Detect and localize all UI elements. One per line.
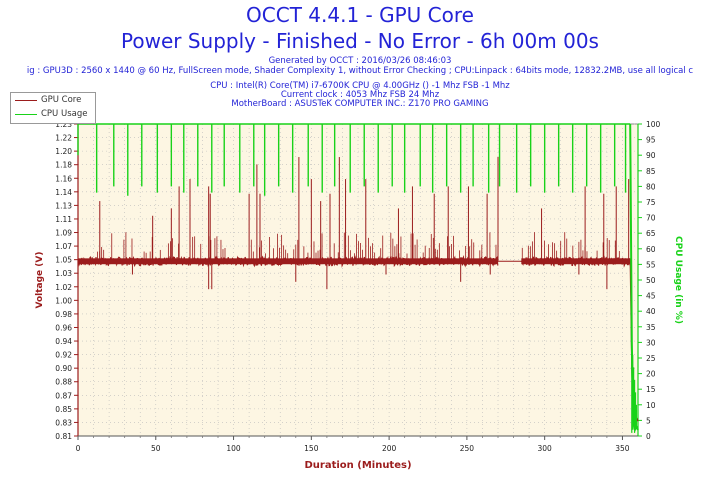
clock-info: Current clock : 4053 Mhz FSB 24 Mhz xyxy=(280,90,440,100)
legend-item-gpu-core: GPU Core xyxy=(11,93,95,107)
left-axis-tick-label: 1.03 xyxy=(55,269,72,278)
left-axis-tick-label: 0.94 xyxy=(55,337,72,346)
left-axis-tick-label: 1.11 xyxy=(55,215,72,224)
right-axis-tick-label: 30 xyxy=(646,338,656,347)
left-axis-tick-label: 0.81 xyxy=(55,432,72,441)
legend-swatch-cpu-usage xyxy=(15,114,37,115)
right-axis-tick-label: 60 xyxy=(646,245,656,254)
left-axis-tick-label: 1.23 xyxy=(55,120,72,129)
left-axis-tick-label: 1.14 xyxy=(55,188,72,197)
right-axis-tick-label: 10 xyxy=(646,401,656,410)
right-axis-tick-label: 20 xyxy=(646,370,656,379)
left-axis-title: Voltage (V) xyxy=(35,252,45,309)
chart-legend: GPU Core CPU Usage xyxy=(10,92,96,124)
generated-info: Generated by OCCT : 2016/03/26 08:46:03 xyxy=(268,56,452,66)
right-axis-tick-label: 80 xyxy=(646,182,656,191)
legend-label-cpu-usage: CPU Usage xyxy=(41,109,88,119)
left-axis-tick-label: 0.83 xyxy=(55,418,72,427)
chart-subtitle: Power Supply - Finished - No Error - 6h … xyxy=(121,29,599,53)
right-axis-tick-label: 75 xyxy=(646,198,656,207)
right-axis-tick-label: 35 xyxy=(646,323,656,332)
x-axis-tick-label: 200 xyxy=(382,444,397,453)
left-axis-tick-label: 1.20 xyxy=(55,147,72,156)
left-axis-tick-label: 1.18 xyxy=(55,161,72,170)
right-axis-tick-label: 50 xyxy=(646,276,656,285)
chart-title: OCCT 4.4.1 - GPU Core xyxy=(246,3,474,27)
left-axis-tick-label: 1.09 xyxy=(55,229,72,238)
left-axis-tick-label: 0.92 xyxy=(55,351,72,360)
left-axis-tick-label: 0.96 xyxy=(55,323,72,332)
x-axis-tick-label: 350 xyxy=(615,444,630,453)
right-axis-title: CPU Usage (in %) xyxy=(673,236,683,324)
right-axis-tick-label: 5 xyxy=(646,416,651,425)
legend-swatch-gpu-core xyxy=(15,100,37,101)
right-axis-tick-label: 0 xyxy=(646,432,651,441)
series-band-gpu-core xyxy=(521,258,632,265)
config-info: ig : GPU3D : 2560 x 1440 @ 60 Hz, FullSc… xyxy=(26,66,694,76)
right-axis-tick-label: 40 xyxy=(646,307,656,316)
left-axis-tick-label: 0.98 xyxy=(55,310,72,319)
x-axis-tick-label: 100 xyxy=(226,444,241,453)
left-axis-tick-label: 1.00 xyxy=(55,296,72,305)
x-axis-tick-label: 0 xyxy=(76,444,81,453)
motherboard-info: MotherBoard : ASUSTeK COMPUTER INC.: Z17… xyxy=(231,99,489,109)
left-axis-tick-label: 0.88 xyxy=(55,378,72,387)
x-axis-tick-label: 250 xyxy=(460,444,475,453)
left-axis-tick-label: 1.22 xyxy=(55,134,72,143)
x-axis-tick-label: 300 xyxy=(538,444,553,453)
left-axis-tick-label: 1.13 xyxy=(55,201,72,210)
right-axis-tick-label: 65 xyxy=(646,229,656,238)
right-axis-tick-label: 95 xyxy=(646,136,656,145)
left-axis-tick-label: 1.02 xyxy=(55,283,72,292)
right-axis-tick-label: 90 xyxy=(646,151,656,160)
right-axis-tick-label: 15 xyxy=(646,385,656,394)
legend-label-gpu-core: GPU Core xyxy=(41,95,82,105)
right-axis-tick-label: 25 xyxy=(646,354,656,363)
right-axis-tick-label: 55 xyxy=(646,260,656,269)
right-axis-tick-label: 45 xyxy=(646,292,656,301)
right-axis-tick-label: 100 xyxy=(646,120,661,129)
legend-item-cpu-usage: CPU Usage xyxy=(11,107,95,121)
left-axis-tick-label: 1.07 xyxy=(55,242,72,251)
x-axis-tick-label: 50 xyxy=(151,444,161,453)
x-axis-tick-label: 150 xyxy=(304,444,319,453)
left-axis-tick-label: 1.16 xyxy=(55,174,72,183)
left-axis-tick-label: 0.90 xyxy=(55,364,72,373)
series-band-gpu-core xyxy=(78,258,498,265)
x-axis-title: Duration (Minutes) xyxy=(304,460,411,471)
right-axis-tick-label: 70 xyxy=(646,214,656,223)
cpu-info: CPU : Intel(R) Core(TM) i7-6700K CPU @ 4… xyxy=(210,81,510,91)
left-axis-tick-label: 0.85 xyxy=(55,405,72,414)
left-axis-tick-label: 0.87 xyxy=(55,391,72,400)
right-axis-tick-label: 85 xyxy=(646,167,656,176)
left-axis-tick-label: 1.05 xyxy=(55,256,72,265)
